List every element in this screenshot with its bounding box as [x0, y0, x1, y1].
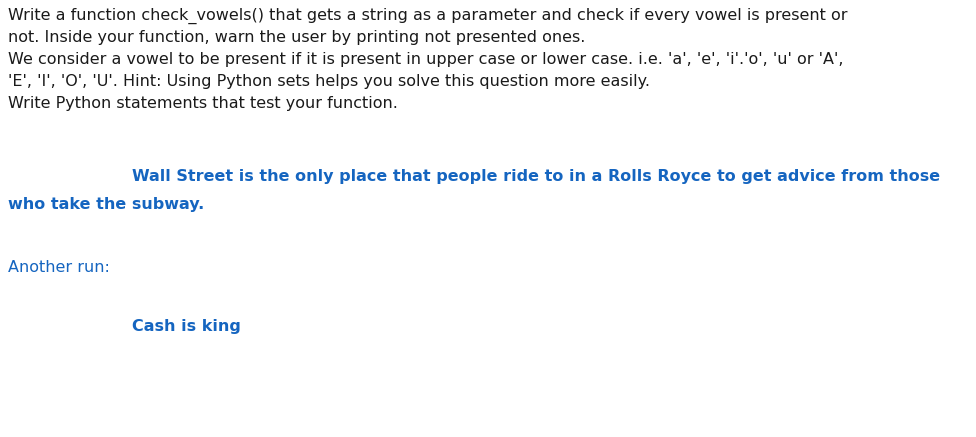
Text: Part-3:: Part-3:	[8, 291, 70, 306]
Text: Part-3:: Part-3:	[8, 141, 70, 156]
Text: All vowels are present.: All vowels are present.	[8, 225, 216, 240]
Text: not. Inside your function, warn the user by printing not presented ones.: not. Inside your function, warn the user…	[8, 30, 586, 45]
Text: Write a function check_vowels() that gets a string as a parameter and check if e: Write a function check_vowels() that get…	[8, 8, 847, 24]
Text: Enter a string:: Enter a string:	[8, 169, 144, 184]
Text: We consider a vowel to be present if it is present in upper case or lower case. : We consider a vowel to be present if it …	[8, 52, 843, 67]
Text: Cash is king: Cash is king	[132, 319, 241, 334]
Text: Wall Street is the only place that people ride to in a Rolls Royce to get advice: Wall Street is the only place that peopl…	[132, 169, 940, 184]
Text: 'E', 'I', 'O', 'U'. Hint: Using Python sets helps you solve this question more e: 'E', 'I', 'O', 'U'. Hint: Using Python s…	[8, 74, 650, 89]
Text: Missing vowels are {'o', 'e', 'u'}: Missing vowels are {'o', 'e', 'u'}	[8, 347, 294, 362]
Text: Write Python statements that test your function.: Write Python statements that test your f…	[8, 96, 398, 111]
Text: who take the subway.: who take the subway.	[8, 197, 204, 212]
Text: Another run:: Another run:	[8, 260, 110, 275]
Text: Enter a string:: Enter a string:	[8, 319, 144, 334]
